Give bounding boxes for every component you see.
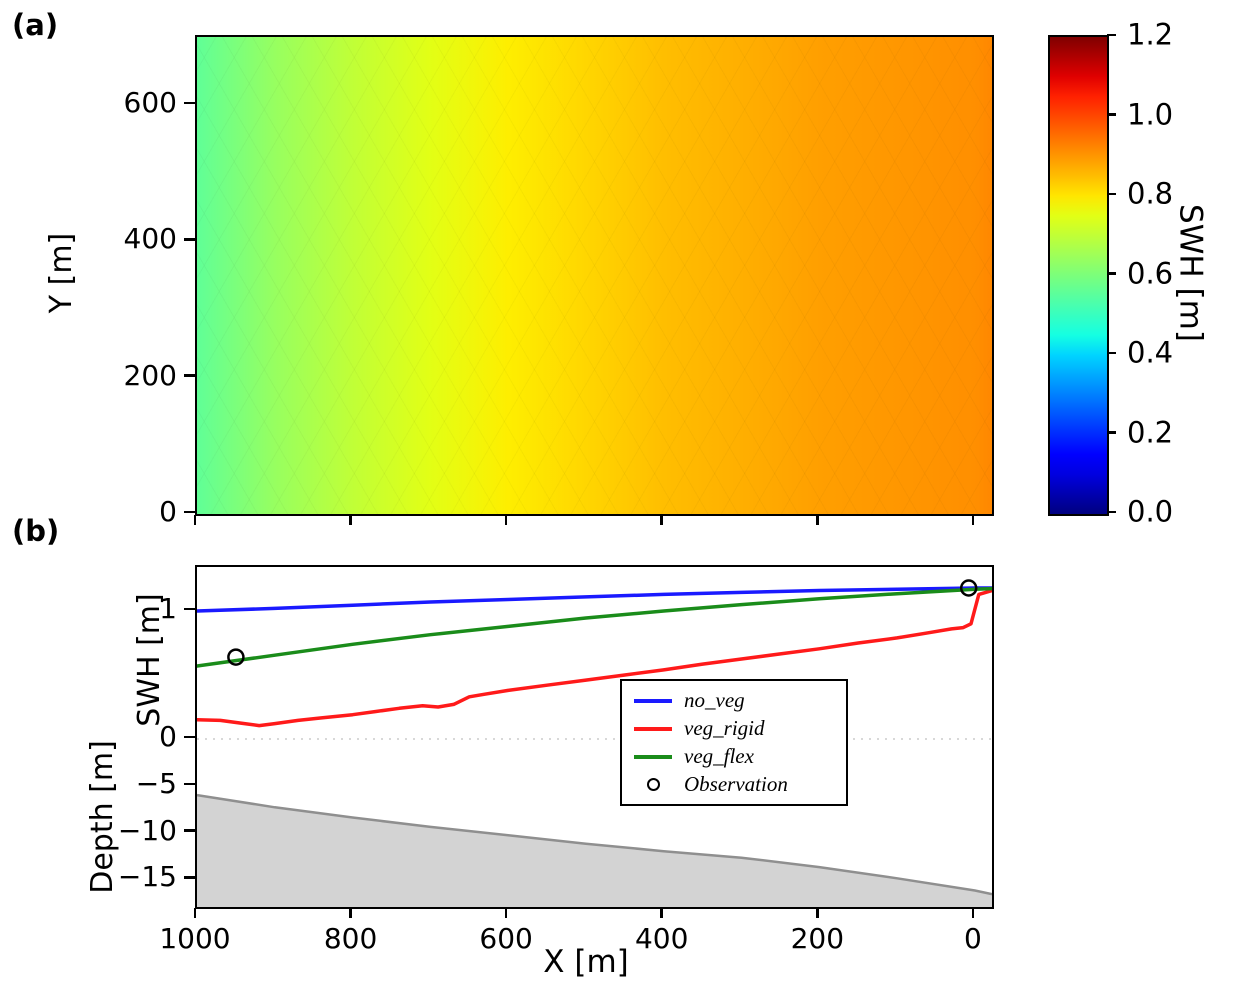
panel-b-y-tick-label: −10 [117, 813, 177, 847]
panel-a-x-tick-mark [349, 515, 352, 525]
panel-b-y-tick-label: 0 [159, 720, 177, 753]
panel-b-depth-axis-label: Depth [m] [85, 740, 120, 894]
panel-b-x-tick-label: 600 [479, 922, 533, 955]
panel-b-y-tick-label: −5 [135, 766, 177, 800]
panel-a-x-tick-mark [660, 515, 663, 525]
panel-a-y-tick-label: 200 [123, 358, 177, 392]
panel-a-y-axis-label: Y [m] [44, 232, 79, 314]
colorbar-tick-mark [1107, 351, 1116, 355]
colorbar-tick-label: 1.2 [1127, 17, 1174, 52]
triangulation-mesh [197, 37, 992, 514]
observation-marker [227, 648, 245, 666]
panel-b-x-tick-mark [504, 908, 508, 918]
panel-a-y-tick-mark [184, 238, 195, 241]
series-line-no_veg [197, 586, 992, 613]
panel-a-y-tick-mark [184, 510, 195, 514]
legend-item-veg_rigid: veg_rigid [634, 716, 838, 741]
panel-b-y-tick-mark [184, 876, 195, 879]
colorbar-tick-label: 0.8 [1127, 176, 1174, 211]
legend-swatch-glyph [634, 726, 672, 731]
colorbar-label: SWH [m] [1172, 204, 1209, 342]
panel-b-x-tick-mark [660, 908, 663, 918]
panel-b-x-tick-label: 0 [963, 922, 982, 955]
panel-b-x-tick-mark [349, 908, 352, 918]
colorbar-tick-label: 0.2 [1127, 415, 1174, 449]
panel-b-y-tick-mark [184, 829, 195, 832]
legend-item-Observation: Observation [634, 772, 838, 797]
series-line-veg_rigid [197, 588, 992, 728]
line-swatch-icon [634, 754, 672, 759]
panel-b-y-tick-label: 1 [159, 592, 177, 625]
panel-b-y-tick-label: −15 [117, 860, 177, 894]
panel-b-x-tick-label: 400 [634, 922, 689, 955]
colorbar-tick-mark [1107, 192, 1116, 196]
legend-swatch-glyph [634, 754, 672, 759]
panel-b-y-tick-mark [184, 735, 195, 739]
colorbar-tick-label: 1.0 [1127, 97, 1174, 131]
series-line-veg_flex [197, 586, 992, 668]
colorbar-tick-mark [1107, 510, 1116, 514]
panel-a-y-tick-mark [184, 374, 195, 377]
colorbar-tick-label: 0.6 [1127, 256, 1174, 290]
legend: no_veg veg_rigid veg_flex Observation [620, 679, 848, 806]
panel-a-x-tick-mark [971, 515, 975, 525]
line-swatch-icon [634, 726, 672, 731]
observation-marker-icon [634, 778, 672, 791]
observation-marker [959, 579, 978, 597]
panel-a-y-tick-label: 600 [123, 86, 177, 120]
colorbar [1048, 35, 1109, 516]
colorbar-tick-mark [1107, 33, 1116, 37]
panel-b-x-axis-label: X [m] [543, 944, 629, 980]
panel-b-x-tick-mark [971, 908, 975, 918]
colorbar-tick-mark [1107, 113, 1116, 116]
colorbar-tick-label: 0.4 [1127, 335, 1174, 370]
panel-b-x-tick-mark [816, 908, 819, 918]
colorbar-tick-mark [1107, 431, 1116, 434]
panel-a-label: (a) [12, 8, 59, 42]
panel-a-x-tick-mark [193, 515, 197, 525]
legend-swatch-glyph [634, 698, 672, 703]
panel-a-y-tick-label: 400 [123, 222, 177, 256]
legend-swatch-glyph [646, 778, 660, 791]
panel-a-y-tick-label: 0 [159, 495, 177, 528]
panel-a-heatmap [195, 35, 994, 516]
colorbar-tick-mark [1107, 272, 1116, 275]
panel-b-label: (b) [12, 514, 60, 548]
panel-b-x-tick-label: 1000 [159, 922, 231, 955]
legend-label: veg_rigid [684, 716, 765, 740]
panel-b-x-tick-label: 800 [323, 922, 378, 955]
legend-label: Observation [684, 772, 788, 796]
legend-label: no_veg [684, 688, 745, 712]
legend-label: veg_flex [684, 744, 754, 768]
panel-b-x-tick-label: 200 [790, 922, 845, 955]
panel-b-y-tick-mark [184, 782, 195, 785]
panel-a-x-tick-mark [816, 515, 819, 525]
panel-b-chart [197, 579, 992, 907]
panel-b-y-tick-mark [184, 607, 195, 611]
line-swatch-icon [634, 698, 672, 703]
panel-b-plot: no_veg veg_rigid veg_flex Observation [195, 565, 994, 909]
colorbar-tick-label: 0.0 [1127, 494, 1174, 529]
legend-item-no_veg: no_veg [634, 688, 838, 713]
panel-a-y-tick-mark [184, 101, 195, 105]
depth-profile-line [197, 793, 992, 896]
legend-item-veg_flex: veg_flex [634, 744, 838, 769]
panel-b-x-tick-mark [193, 908, 197, 918]
panel-a-x-tick-mark [504, 515, 508, 525]
